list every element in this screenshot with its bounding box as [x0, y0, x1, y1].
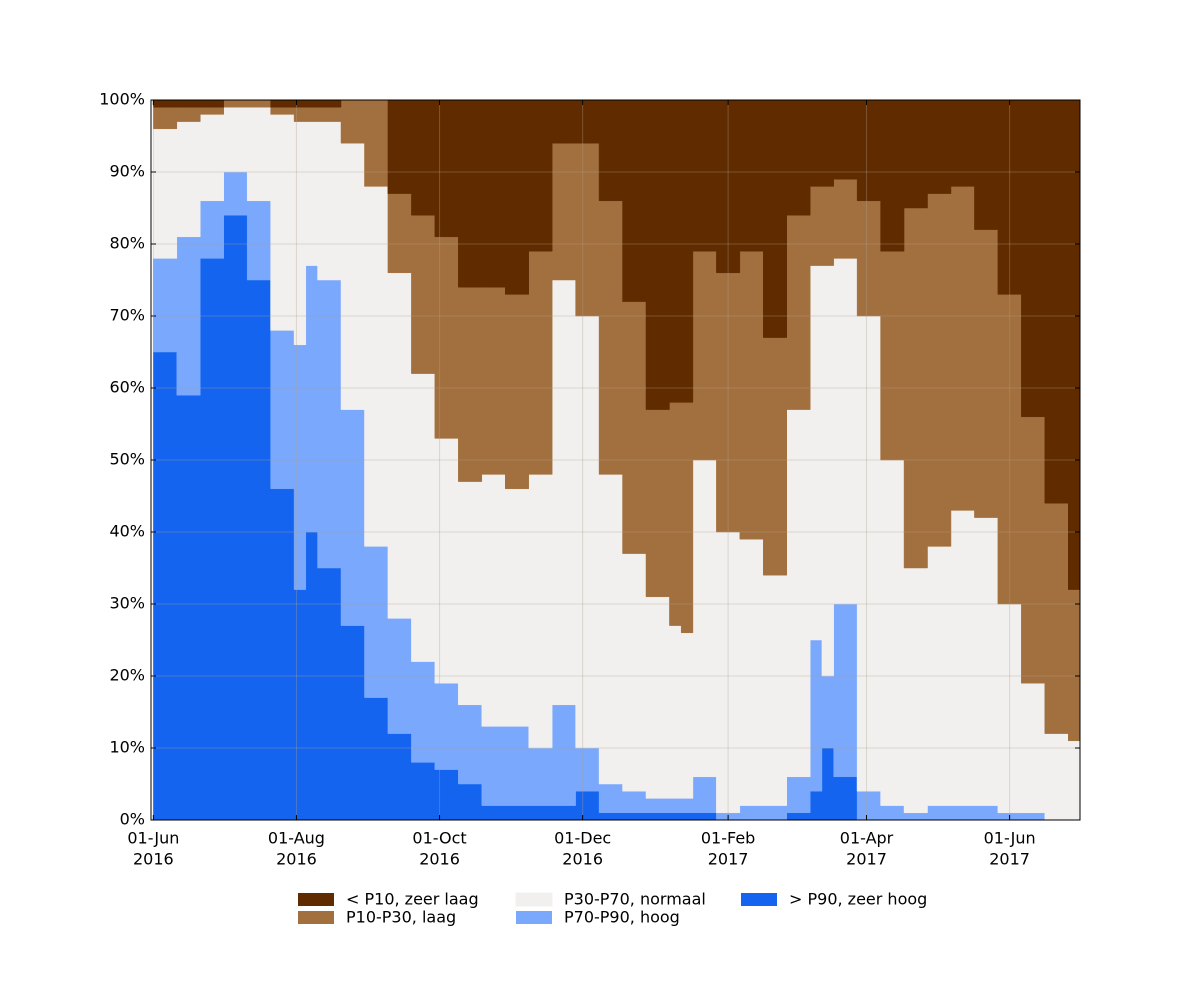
y-tick-label: 20% — [109, 666, 145, 685]
y-tick-label: 90% — [109, 162, 145, 181]
x-tick-label: 2017 — [708, 850, 749, 869]
legend-swatch — [515, 892, 553, 907]
plot-frame — [150, 99, 1081, 821]
x-tick-label: 01-Feb — [701, 829, 755, 848]
y-tick-label: 70% — [109, 306, 145, 325]
y-tick-label: 10% — [109, 738, 145, 757]
y-tick-label: 40% — [109, 522, 145, 541]
x-tick-label: 2016 — [276, 850, 317, 869]
legend-swatch — [298, 893, 334, 906]
legend-label: P30-P70, normaal — [564, 890, 706, 909]
x-tick-label: 2016 — [133, 850, 174, 869]
x-tick-label: 01-Oct — [412, 829, 466, 848]
x-tick-label: 2017 — [846, 850, 887, 869]
y-tick-label: 0% — [120, 810, 145, 829]
legend-swatch — [298, 911, 334, 924]
x-tick-label: 01-Aug — [268, 829, 325, 848]
x-tick-label: 01-Dec — [554, 829, 611, 848]
x-tick-label: 01-Jun — [984, 829, 1036, 848]
legend-label: P10-P30, laag — [346, 908, 456, 927]
x-tick-label: 2016 — [562, 850, 603, 869]
legend-label: P70-P90, hoog — [564, 908, 680, 927]
y-tick-label: 80% — [109, 234, 145, 253]
legend-label: < P10, zeer laag — [346, 890, 479, 909]
x-tick-label: 2017 — [989, 850, 1030, 869]
y-tick-label: 60% — [109, 378, 145, 397]
x-tick-label: 01-Apr — [840, 829, 894, 848]
x-tick-label: 2016 — [419, 850, 460, 869]
y-tick-label: 30% — [109, 594, 145, 613]
legend-swatch — [741, 893, 777, 906]
legend-swatch — [516, 911, 552, 924]
y-tick-label: 50% — [109, 450, 145, 469]
x-tick-label: 01-Jun — [127, 829, 179, 848]
y-tick-label: 100% — [99, 90, 145, 109]
legend-label: > P90, zeer hoog — [789, 890, 927, 909]
